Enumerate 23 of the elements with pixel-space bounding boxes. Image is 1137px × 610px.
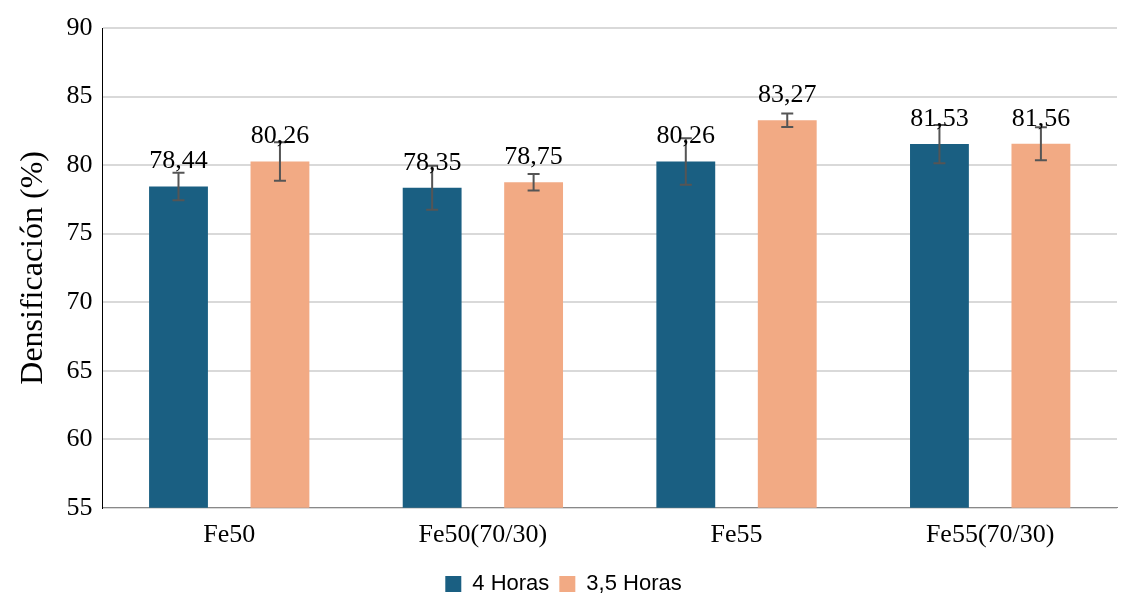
data-label: 81,56 bbox=[1011, 102, 1071, 132]
x-tick-label: Fe50(70/30) bbox=[418, 519, 548, 549]
y-tick-label: 75 bbox=[66, 217, 93, 247]
data-label: 78,35 bbox=[402, 146, 462, 176]
x-tick-label: Fe55 bbox=[710, 519, 763, 549]
data-label: 80,26 bbox=[250, 120, 310, 150]
data-label: 81,53 bbox=[910, 102, 969, 132]
y-tick-label: 85 bbox=[66, 80, 93, 110]
y-tick-label: 90 bbox=[66, 11, 93, 41]
y-tick-label: 65 bbox=[66, 354, 93, 384]
y-axis-title: Densificación (%) bbox=[12, 151, 49, 385]
legend-label: 3,5 Horas bbox=[586, 570, 682, 596]
y-tick-label: 60 bbox=[66, 423, 93, 453]
y-tick-label: 70 bbox=[66, 286, 93, 315]
data-label: 78,44 bbox=[149, 145, 208, 175]
x-tick-label: Fe55(70/30) bbox=[925, 519, 1055, 549]
data-label: 83,27 bbox=[758, 79, 817, 109]
y-tick-label: 55 bbox=[66, 491, 93, 521]
data-label: 80,26 bbox=[656, 120, 716, 150]
y-tick-label: 80 bbox=[66, 148, 93, 178]
legend-label: 4 Horas bbox=[472, 570, 550, 596]
data-label: 78,75 bbox=[504, 141, 563, 171]
x-tick-label: Fe50 bbox=[203, 519, 256, 549]
